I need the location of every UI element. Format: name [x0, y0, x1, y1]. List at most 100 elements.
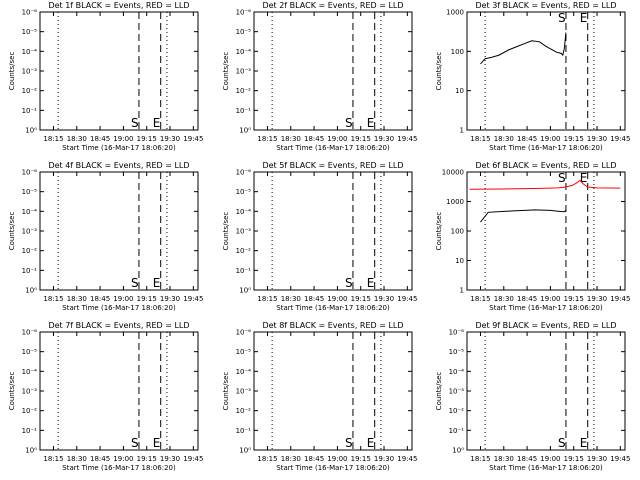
- y-tick-label: 100: [451, 48, 464, 56]
- y-tick-label: 10⁻³: [236, 228, 252, 236]
- x-tick-label: 19:30: [587, 135, 607, 143]
- chart-panel-7: Det 7f BLACK = Events, RED = LLD 10⁰ 10⁻¹ 1…: [8, 321, 203, 472]
- x-tick-label: 19:15: [564, 295, 584, 303]
- plot-frame: [39, 11, 199, 131]
- end-marker-label: E: [153, 116, 161, 130]
- y-axis-label: Counts/sec: [222, 372, 230, 411]
- chart-panel-3: Det 3f BLACK = Events, RED = LLD 1 10 100 10…: [435, 1, 630, 152]
- plot-frame: [39, 171, 199, 291]
- y-tick-label: 10⁻³: [22, 228, 38, 236]
- x-tick-label: 19:00: [327, 455, 347, 463]
- x-axis-label: Start Time (16-Mar-17 18:06:20): [62, 144, 176, 152]
- y-tick-label: 10⁻⁶: [236, 169, 252, 177]
- x-tick-label: 18:15: [257, 455, 277, 463]
- y-tick-label: 10⁻¹: [22, 107, 38, 115]
- y-tick-label: 10⁻²: [236, 407, 252, 415]
- y-axis-label: Counts/sec: [435, 372, 443, 411]
- y-tick-label: 10⁻⁶: [22, 329, 38, 337]
- y-tick-label: 10⁻¹: [449, 427, 465, 435]
- start-marker-label: S: [345, 116, 353, 130]
- x-tick-label: 19:45: [610, 295, 630, 303]
- x-tick-label: 19:00: [540, 295, 560, 303]
- y-tick-label: 10⁻²: [236, 247, 252, 255]
- x-tick-label: 19:45: [397, 135, 417, 143]
- events-series-line: [480, 209, 567, 223]
- y-tick-label: 10⁻⁴: [22, 208, 38, 216]
- x-tick-label: 19:15: [137, 295, 157, 303]
- x-tick-label: 18:45: [90, 295, 110, 303]
- y-tick-label: 10⁻²: [22, 247, 38, 255]
- y-axis-label: Counts/sec: [8, 372, 16, 411]
- y-tick-label: 10⁻⁵: [236, 28, 252, 36]
- x-tick-label: 18:45: [304, 295, 324, 303]
- y-tick-label: 10⁻⁴: [449, 368, 465, 376]
- x-tick-label: 19:45: [610, 455, 630, 463]
- x-tick-label: 19:30: [374, 135, 394, 143]
- y-tick-label: 1: [460, 127, 464, 135]
- x-tick-label: 18:30: [67, 295, 87, 303]
- x-axis-label: Start Time (16-Mar-17 18:06:20): [276, 304, 390, 312]
- y-tick-label: 10⁻⁵: [236, 348, 252, 356]
- x-tick-label: 18:30: [281, 135, 301, 143]
- x-tick-label: 18:15: [257, 295, 277, 303]
- y-axis-label: Counts/sec: [222, 52, 230, 91]
- x-tick-label: 18:45: [517, 135, 537, 143]
- y-tick-label: 10⁻⁴: [236, 368, 252, 376]
- chart-panel-9: Det 9f BLACK = Events, RED = LLD 10⁰ 10⁻¹ 1…: [435, 321, 630, 472]
- start-marker-label: S: [131, 116, 139, 130]
- y-tick-label: 10⁻¹: [236, 107, 252, 115]
- chart-title: Det 8f BLACK = Events, RED = LLD: [262, 321, 403, 330]
- y-tick-label: 10⁻²: [22, 407, 38, 415]
- y-tick-label: 10⁻⁴: [22, 368, 38, 376]
- x-tick-label: 19:15: [137, 455, 157, 463]
- events-series-line: [480, 32, 567, 65]
- x-tick-label: 19:15: [351, 455, 371, 463]
- y-axis-label: Counts/sec: [222, 212, 230, 251]
- y-tick-label: 10⁻¹: [22, 427, 38, 435]
- end-marker-label: E: [580, 436, 588, 450]
- x-tick-label: 19:45: [183, 295, 203, 303]
- x-tick-label: 19:00: [540, 135, 560, 143]
- x-tick-label: 19:45: [183, 455, 203, 463]
- x-axis-label: Start Time (16-Mar-17 18:06:20): [62, 304, 176, 312]
- start-marker-label: S: [131, 276, 139, 290]
- x-tick-label: 18:15: [470, 135, 490, 143]
- x-tick-label: 19:30: [374, 455, 394, 463]
- y-tick-label: 100: [451, 228, 464, 236]
- x-tick-label: 18:30: [67, 455, 87, 463]
- chart-title: Det 4f BLACK = Events, RED = LLD: [48, 161, 189, 170]
- y-axis-label: Counts/sec: [8, 212, 16, 251]
- x-tick-label: 18:30: [281, 455, 301, 463]
- x-tick-label: 19:00: [113, 295, 133, 303]
- x-tick-label: 19:30: [587, 295, 607, 303]
- x-tick-label: 19:45: [397, 455, 417, 463]
- y-tick-label: 10⁰: [25, 447, 37, 455]
- start-marker-label: S: [131, 436, 139, 450]
- x-tick-label: 18:45: [517, 295, 537, 303]
- end-marker-label: E: [580, 171, 588, 185]
- x-tick-label: 18:15: [470, 295, 490, 303]
- x-tick-label: 19:15: [564, 455, 584, 463]
- end-marker-label: E: [580, 11, 588, 25]
- start-marker-label: S: [558, 171, 566, 185]
- x-tick-label: 18:15: [43, 455, 63, 463]
- chart-panel-4: Det 4f BLACK = Events, RED = LLD 10⁰ 10⁻¹ 1…: [8, 161, 203, 312]
- x-tick-label: 18:15: [257, 135, 277, 143]
- y-tick-label: 10⁰: [239, 447, 251, 455]
- y-tick-label: 10⁻⁶: [449, 329, 465, 337]
- x-tick-label: 19:15: [351, 295, 371, 303]
- plot-frame: [466, 171, 626, 291]
- x-axis-label: Start Time (16-Mar-17 18:06:20): [276, 464, 390, 472]
- y-tick-label: 10⁻⁶: [22, 169, 38, 177]
- chart-title: Det 2f BLACK = Events, RED = LLD: [262, 1, 403, 10]
- x-tick-label: 19:30: [587, 455, 607, 463]
- x-axis-label: Start Time (16-Mar-17 18:06:20): [489, 304, 603, 312]
- x-tick-label: 19:15: [137, 135, 157, 143]
- y-tick-label: 10⁻³: [22, 68, 38, 76]
- chart-panel-5: Det 5f BLACK = Events, RED = LLD 10⁰ 10⁻¹ 1…: [222, 161, 417, 312]
- chart-panel-2: Det 2f BLACK = Events, RED = LLD 10⁰ 10⁻¹ 1…: [222, 1, 417, 152]
- x-axis-label: Start Time (16-Mar-17 18:06:20): [62, 464, 176, 472]
- y-tick-label: 10: [455, 87, 464, 95]
- x-tick-label: 18:15: [43, 135, 63, 143]
